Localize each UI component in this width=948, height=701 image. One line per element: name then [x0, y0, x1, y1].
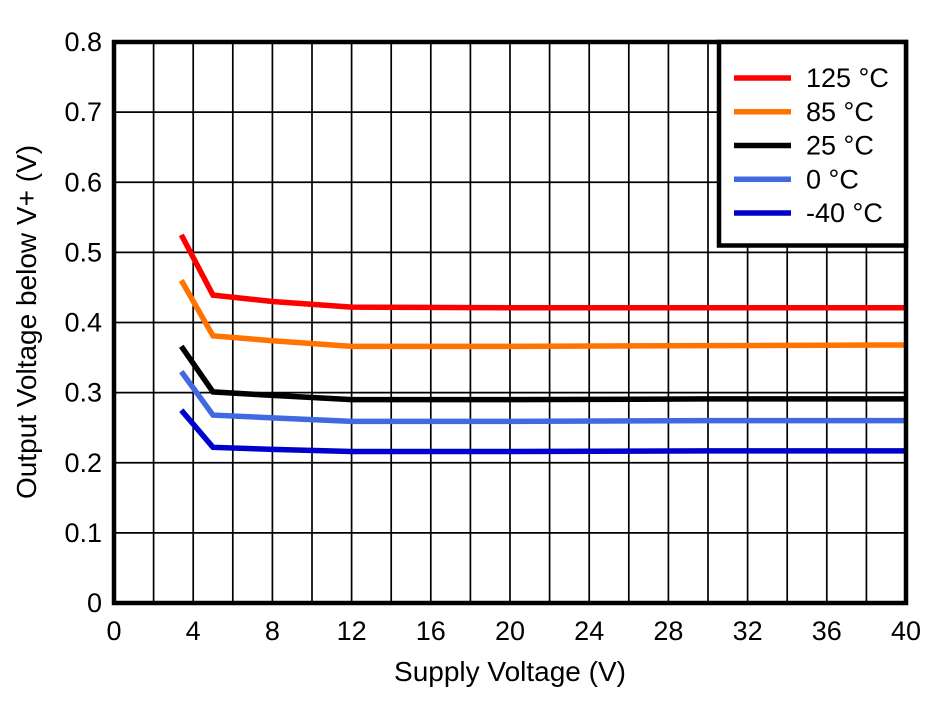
y-tick-label: 0.4: [64, 308, 102, 338]
x-tick-label: 36: [812, 616, 842, 646]
legend-label-4: -40 °C: [806, 198, 883, 228]
x-tick-label: 40: [891, 616, 921, 646]
y-tick-label: 0.2: [64, 448, 102, 478]
series-line-0: [178, 233, 906, 311]
x-tick-label: 16: [416, 616, 446, 646]
y-tick-label: 0.8: [64, 27, 102, 57]
x-tick-label: 0: [106, 616, 121, 646]
legend-label-2: 25 °C: [806, 131, 874, 161]
y-tick-label: 0.6: [64, 167, 102, 197]
x-tick-label: 28: [653, 616, 683, 646]
series-line-2: [179, 344, 906, 403]
legend-label-1: 85 °C: [806, 97, 874, 127]
x-tick-label: 12: [337, 616, 367, 646]
y-tick-label: 0.7: [64, 97, 102, 127]
legend-label-0: 125 °C: [806, 63, 889, 93]
x-tick-label: 24: [574, 616, 604, 646]
series-line-4: [179, 408, 906, 455]
y-tick-label: 0.3: [64, 378, 102, 408]
x-axis-title: Supply Voltage (V): [394, 656, 626, 687]
y-tick-label: 0.5: [64, 237, 102, 267]
x-tick-label: 32: [733, 616, 763, 646]
legend-label-3: 0 °C: [806, 164, 859, 194]
x-tick-label: 4: [186, 616, 201, 646]
y-tick-label: 0.1: [64, 518, 102, 548]
x-tick-label: 8: [265, 616, 280, 646]
plot-border: [111, 39, 909, 606]
series-line-3: [179, 369, 906, 425]
y-tick-label: 0: [87, 588, 102, 618]
x-tick-label: 20: [495, 616, 525, 646]
y-axis-title: Output Voltage below V+ (V): [11, 144, 42, 500]
series-line-1: [178, 279, 907, 350]
